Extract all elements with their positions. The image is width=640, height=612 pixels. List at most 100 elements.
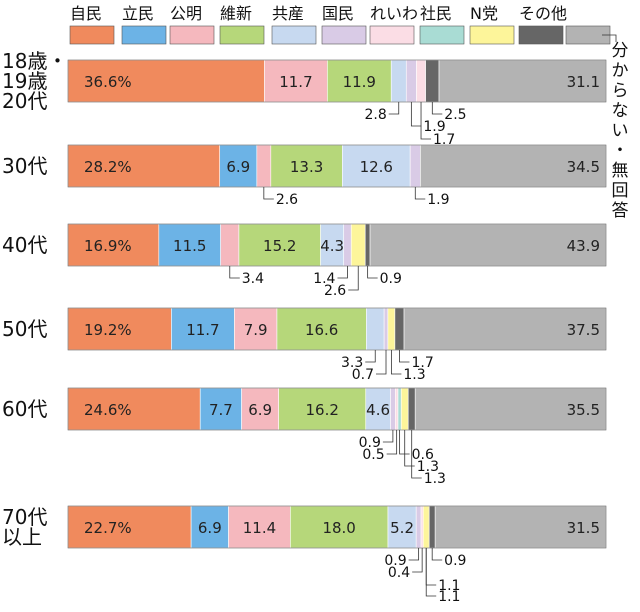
callout-label: 1.3 xyxy=(424,471,446,487)
bar-outline xyxy=(67,307,607,351)
callout-line xyxy=(399,430,410,455)
bar-segment xyxy=(350,223,366,267)
callout-label: 0.9 xyxy=(444,553,466,569)
legend-swatch xyxy=(169,25,215,45)
legend-leader-line xyxy=(602,34,617,42)
bar-segment xyxy=(270,144,343,188)
bar-segment xyxy=(343,223,352,267)
callout-line xyxy=(425,548,437,586)
data-label: 13.3 xyxy=(290,158,323,176)
bar-segment xyxy=(438,59,607,103)
callout-line xyxy=(412,548,423,573)
callout-label: 1.9 xyxy=(427,192,449,208)
data-label: 35.5 xyxy=(567,401,600,419)
legend-label: 社民 xyxy=(420,4,452,23)
data-label: 6.9 xyxy=(248,401,272,419)
data-label: 11.7 xyxy=(279,73,312,91)
bar-segment xyxy=(264,59,328,103)
bar-segment xyxy=(415,505,422,549)
callout-label: 3.3 xyxy=(341,355,363,371)
bar-outline xyxy=(67,59,607,103)
bar-row: 60代 24.6% 7.7 6.9 16.2 4.6 35.50.90.51.30.61.3 xyxy=(2,387,607,487)
callout-line xyxy=(386,430,398,455)
legend-label: その他 xyxy=(519,4,567,23)
bar-outline xyxy=(67,144,607,188)
data-label: 19.2% xyxy=(84,321,132,339)
legend-swatch xyxy=(419,25,465,45)
legend-swatch xyxy=(121,25,167,45)
callout-line xyxy=(348,266,359,291)
legend-label: 維新 xyxy=(220,4,252,23)
row-label: 50代 xyxy=(2,317,47,341)
bar-segment xyxy=(220,223,240,267)
data-label: 24.6% xyxy=(84,401,132,419)
bar-segment xyxy=(397,387,402,431)
callout-label: 2.8 xyxy=(364,107,386,123)
bar-segment xyxy=(256,144,272,188)
row-label: 19歳 xyxy=(2,69,47,93)
row-label: 40代 xyxy=(2,233,47,257)
callout-label: 1.3 xyxy=(417,459,439,475)
bar-segment xyxy=(416,59,426,103)
callout-label: 0.4 xyxy=(388,565,410,581)
data-label: 5.2 xyxy=(390,519,414,537)
bar-row: 40代 16.9% 11.5 15.2 4.3 43.9 3.4 1.42.6 0.9 xyxy=(2,223,607,299)
callout-label: 1.7 xyxy=(411,355,433,371)
callout-line xyxy=(388,102,400,115)
callout-line xyxy=(365,350,376,363)
bar-row: 50代 19.2% 11.7 7.9 16.6 37.5 3.30.7 1.31.7 xyxy=(2,307,607,383)
bar-segment xyxy=(409,144,421,188)
bar-segment xyxy=(383,307,389,351)
callout-line xyxy=(382,430,394,443)
data-label: 7.9 xyxy=(244,321,268,339)
legend-label: N党 xyxy=(470,4,498,23)
bar-segment xyxy=(366,307,385,351)
data-label: 31.5 xyxy=(567,519,600,537)
bar-segment xyxy=(364,223,371,267)
bar-segment xyxy=(395,387,399,431)
legend-label: 自民 xyxy=(70,4,102,23)
bar-segment xyxy=(422,505,430,549)
bar-segment xyxy=(428,505,436,549)
bar-segment xyxy=(365,387,391,431)
callout-label: 1.9 xyxy=(423,119,445,135)
data-label: 18.0 xyxy=(322,519,355,537)
callout-label: 1.3 xyxy=(403,367,425,383)
data-label: 16.6 xyxy=(305,321,338,339)
bar-segment xyxy=(390,59,407,103)
data-label: 11.4 xyxy=(243,519,276,537)
legend-swatch xyxy=(321,25,367,45)
legend-swatch xyxy=(518,25,564,45)
bar-segment xyxy=(403,307,607,351)
callout-line xyxy=(414,187,426,200)
callout-line xyxy=(410,102,422,127)
callout-label: 0.9 xyxy=(380,271,402,287)
data-label: 11.9 xyxy=(343,73,376,91)
data-label: 43.9 xyxy=(567,237,600,255)
legend-swatch xyxy=(271,25,317,45)
callout-line xyxy=(229,266,240,279)
bar-segment xyxy=(420,144,607,188)
callout-line xyxy=(337,266,348,279)
data-label: 16.9% xyxy=(84,237,132,255)
callout-line xyxy=(376,350,387,375)
legend-label: 立民 xyxy=(122,4,154,23)
data-label: 7.7 xyxy=(209,401,233,419)
legend-label: 国民 xyxy=(322,4,354,23)
bar-segment xyxy=(190,505,229,549)
data-label: 34.5 xyxy=(567,158,600,176)
data-label: 11.5 xyxy=(173,237,206,255)
callout-line xyxy=(411,430,422,479)
data-label: 22.7% xyxy=(84,519,132,537)
bar-segment xyxy=(394,307,405,351)
legend-swatch xyxy=(219,25,265,45)
bar-segment xyxy=(67,387,201,431)
callout-label: 0.9 xyxy=(359,435,381,451)
data-label: 4.3 xyxy=(320,237,344,255)
bar-segment xyxy=(387,307,396,351)
callout-label: 3.4 xyxy=(242,271,264,287)
bar-segment xyxy=(276,307,367,351)
